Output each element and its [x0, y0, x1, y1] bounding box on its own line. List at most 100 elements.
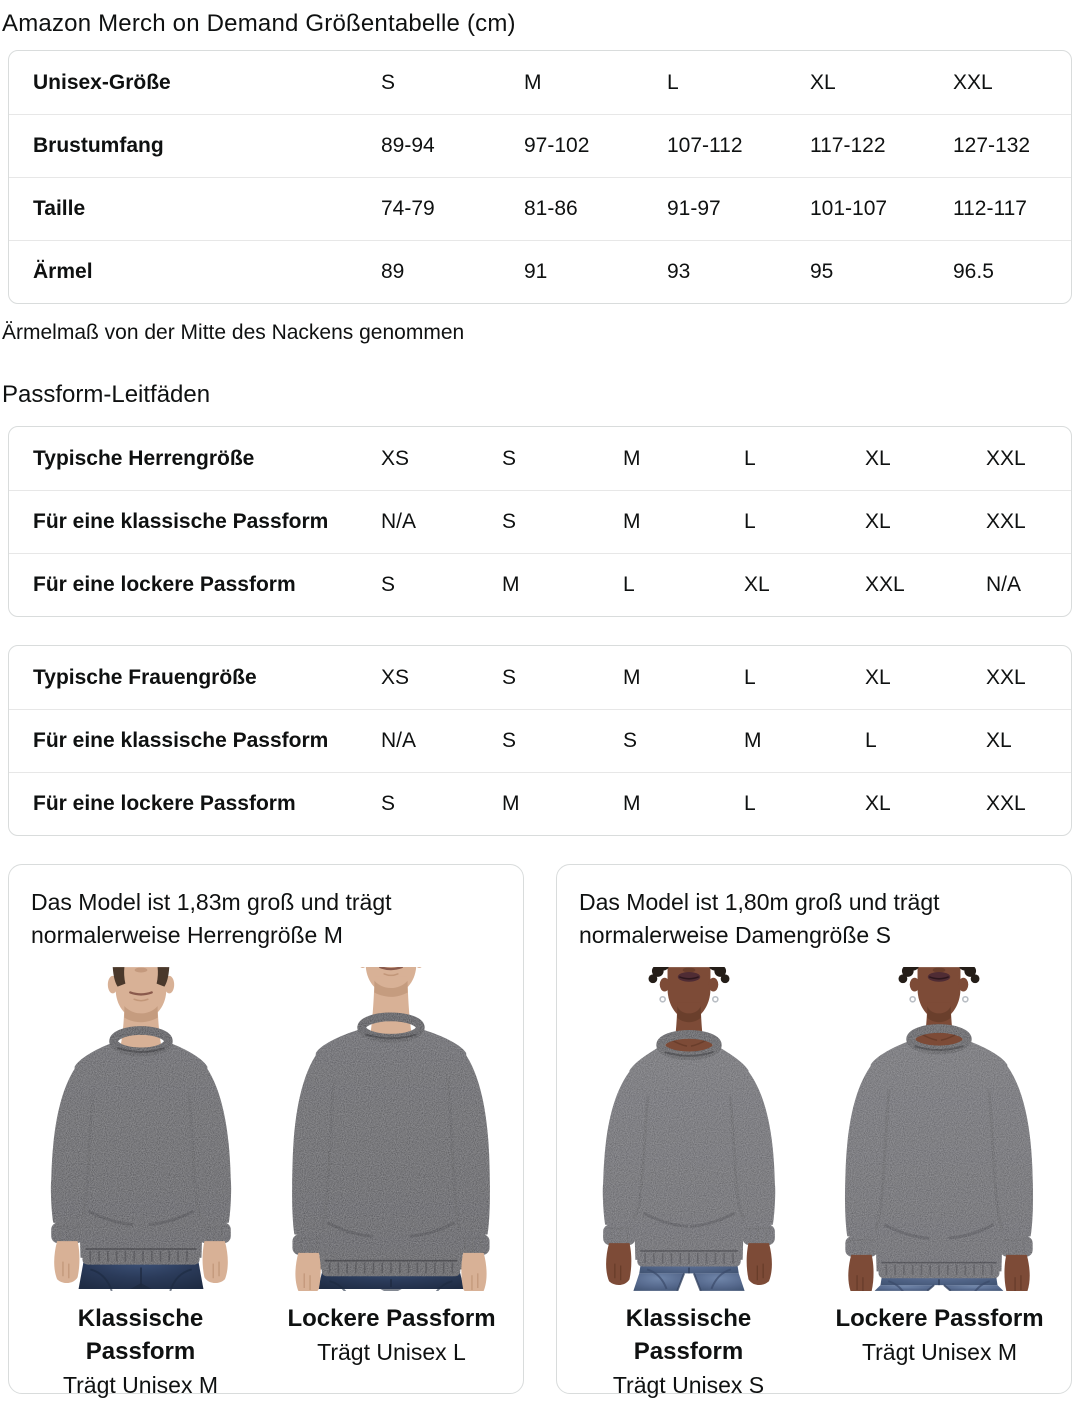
- size-cell: S: [623, 729, 638, 752]
- size-cell: S: [381, 70, 396, 94]
- size-cell: 74-79: [381, 197, 435, 220]
- model-photo-loose-fit: [820, 967, 1058, 1291]
- size-cell: 91: [524, 260, 548, 283]
- size-cell: M: [623, 446, 641, 470]
- size-cell: S: [381, 573, 396, 596]
- size-cell: XL: [986, 729, 1012, 752]
- model-cards: Das Model ist 1,83m groß und trägt norma…: [8, 864, 1072, 1398]
- page-title: Amazon Merch on Demand Größentabelle (cm…: [2, 10, 516, 37]
- fit-caption-title: Klassische Passform: [77, 1305, 204, 1365]
- model-description: Das Model ist 1,83m groß und trägt norma…: [31, 889, 392, 948]
- size-cell: XS: [381, 665, 410, 689]
- model-card-women: Das Model ist 1,80m groß und trägt norma…: [556, 864, 1072, 1398]
- table-row: Brustumfang 89-94 97-102 107-112 117-122…: [9, 114, 1071, 177]
- size-cell: M: [524, 70, 542, 94]
- size-cell: L: [623, 573, 635, 596]
- size-cell: XXL: [865, 573, 905, 596]
- row-label: Typische Frauengröße: [33, 665, 257, 689]
- fit-caption-title: Lockere Passform: [835, 1305, 1044, 1332]
- fit-caption: Lockere Passform Trägt Unisex L: [272, 1302, 511, 1402]
- size-cell: N/A: [381, 729, 417, 752]
- fit-caption-title: Klassische Passform: [625, 1305, 752, 1365]
- size-cell: XXL: [986, 792, 1026, 815]
- size-cell: 107-112: [667, 134, 743, 157]
- size-cell: 127-132: [953, 134, 1031, 157]
- size-cell: S: [502, 665, 517, 689]
- model-photo-loose-fit: [272, 967, 510, 1291]
- table-row: Typische Frauengröße XS S M L XL XXL: [9, 646, 1071, 709]
- size-cell: 93: [667, 260, 691, 283]
- model-photos: [569, 967, 1059, 1291]
- size-cell: 95: [810, 260, 834, 283]
- table-row: Für eine klassische Passform N/A S M L X…: [9, 490, 1071, 553]
- fit-caption-size: Trägt Unisex S: [612, 1372, 765, 1398]
- fit-caption: Klassische Passform Trägt Unisex M: [21, 1302, 260, 1402]
- size-cell: XXL: [953, 70, 993, 94]
- size-cell: L: [667, 70, 679, 94]
- size-cell: N/A: [986, 573, 1022, 596]
- row-label: Für eine lockere Passform: [33, 792, 296, 815]
- size-cell: S: [502, 446, 517, 470]
- size-cell: 97-102: [524, 134, 590, 157]
- table-row: Taille 74-79 81-86 91-97 101-107 112-117: [9, 177, 1071, 240]
- size-cell: L: [744, 792, 756, 815]
- size-cell: N/A: [381, 510, 417, 533]
- size-cell: S: [502, 510, 517, 533]
- size-cell: XXL: [986, 665, 1026, 689]
- size-table: Unisex-Größe S M L XL XXL Brustumfang 89…: [8, 50, 1072, 304]
- row-label: Taille: [33, 197, 86, 220]
- row-label: Brustumfang: [33, 134, 164, 157]
- row-label: Für eine klassische Passform: [33, 729, 329, 752]
- size-cell: M: [502, 792, 520, 815]
- fit-captions: Klassische Passform Trägt Unisex S Locke…: [569, 1302, 1059, 1402]
- fit-guides-heading: Passform-Leitfäden: [2, 381, 211, 408]
- size-cell: 91-97: [667, 197, 721, 220]
- row-label: Für eine lockere Passform: [33, 573, 296, 596]
- table-row: Ärmel 89 91 93 95 96.5: [9, 240, 1071, 303]
- size-cell: M: [623, 792, 641, 815]
- table-row: Typische Herrengröße XS S M L XL XXL: [9, 427, 1071, 490]
- model-photo-classic-fit: [570, 967, 808, 1291]
- row-label: Unisex-Größe: [33, 70, 171, 94]
- mens-fit-table: Typische Herrengröße XS S M L XL XXL Für…: [8, 426, 1072, 617]
- model-description: Das Model ist 1,80m groß und trägt norma…: [579, 889, 940, 948]
- size-cell: XS: [381, 446, 410, 470]
- size-cell: XL: [744, 573, 770, 596]
- table-row: Für eine lockere Passform S M L XL XXL N…: [9, 553, 1071, 616]
- size-cell: XL: [865, 510, 891, 533]
- size-cell: M: [623, 510, 641, 533]
- model-photo-classic-fit: [22, 967, 260, 1291]
- model-photos: [21, 967, 511, 1291]
- fit-caption-title: Lockere Passform: [287, 1305, 496, 1332]
- size-cell: XL: [865, 665, 891, 689]
- table-row: Für eine klassische Passform N/A S S M L…: [9, 709, 1071, 772]
- size-cell: 81-86: [524, 197, 578, 220]
- row-label: Für eine klassische Passform: [33, 510, 329, 533]
- fit-caption: Klassische Passform Trägt Unisex S: [569, 1302, 808, 1402]
- table-row: Für eine lockere Passform S M M L XL XXL: [9, 772, 1071, 835]
- size-cell: M: [623, 665, 641, 689]
- size-cell: 117-122: [810, 134, 886, 157]
- fit-caption-size: Trägt Unisex M: [861, 1339, 1018, 1365]
- size-cell: M: [744, 729, 762, 752]
- size-cell: L: [744, 510, 756, 533]
- fit-caption: Lockere Passform Trägt Unisex M: [820, 1302, 1059, 1402]
- fit-caption-size: Trägt Unisex M: [62, 1372, 219, 1398]
- sleeve-measure-note: Ärmelmaß von der Mitte des Nackens genom…: [2, 321, 465, 344]
- table-row: Unisex-Größe S M L XL XXL: [9, 51, 1071, 114]
- size-cell: 89-94: [381, 134, 435, 157]
- size-cell: S: [381, 792, 396, 815]
- womens-fit-table: Typische Frauengröße XS S M L XL XXL Für…: [8, 645, 1072, 836]
- size-cell: XXL: [986, 510, 1026, 533]
- fit-caption-size: Trägt Unisex L: [317, 1339, 466, 1365]
- size-cell: XXL: [986, 446, 1026, 470]
- size-cell: 112-117: [953, 197, 1027, 220]
- size-cell: XL: [865, 446, 891, 470]
- size-cell: 96.5: [953, 260, 994, 283]
- fit-captions: Klassische Passform Trägt Unisex M Locke…: [21, 1302, 511, 1402]
- size-cell: L: [744, 446, 756, 470]
- size-cell: 89: [381, 260, 405, 283]
- row-label: Ärmel: [33, 260, 93, 283]
- size-cell: L: [865, 729, 877, 752]
- size-cell: M: [502, 573, 520, 596]
